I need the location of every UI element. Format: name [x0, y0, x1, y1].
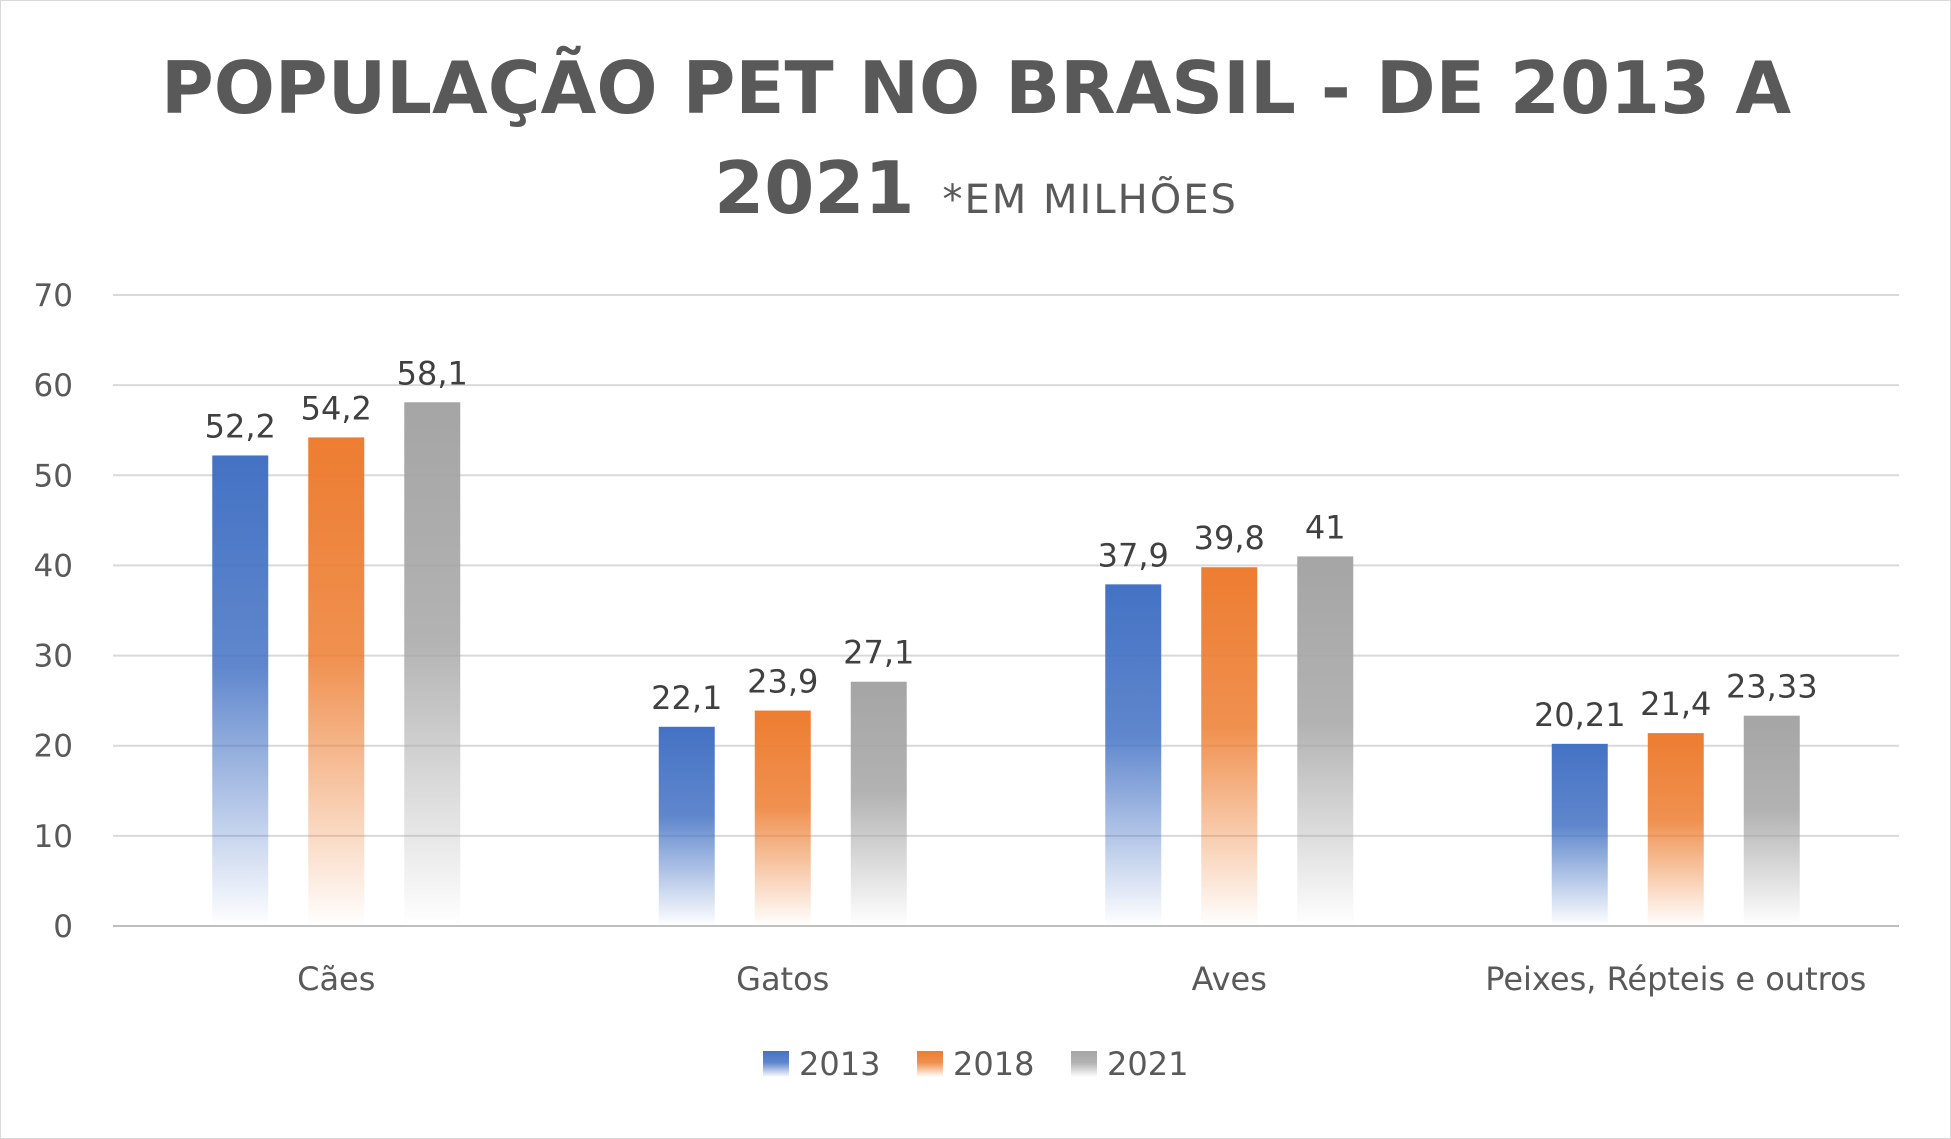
bar-2018: [1201, 567, 1258, 926]
bar-2021: [1297, 556, 1354, 926]
data-labels: 52,2 54,2 58,1 22,1 23,9 27,1 37,9 39,8 41 20,21 2…: [205, 354, 1818, 734]
gridlines: [113, 294, 1899, 927]
legend-label-2013: 2013: [799, 1045, 880, 1083]
chart-title-line2: 2021: [714, 146, 914, 230]
x-category-label: Peixes, Répteis e outros: [1485, 960, 1866, 998]
data-label-2013: 20,21: [1534, 696, 1626, 734]
data-label-2018: 39,8: [1194, 519, 1265, 557]
legend-swatch-2018: [917, 1051, 943, 1077]
y-tick-label: 30: [34, 639, 73, 675]
chart-subtitle: *EM MILHÕES: [943, 175, 1238, 223]
data-label-2018: 54,2: [301, 389, 372, 427]
data-label-2021: 58,1: [397, 354, 468, 392]
bar-2021: [404, 402, 461, 926]
x-category-label: Gatos: [736, 960, 829, 998]
bar-2013: [212, 455, 269, 926]
data-label-2013: 22,1: [651, 679, 722, 717]
bars: [212, 402, 1800, 926]
bar-2013: [1105, 584, 1162, 926]
legend-swatch-2013: [763, 1051, 789, 1077]
y-tick-label: 0: [53, 909, 73, 945]
bar-2013: [1551, 743, 1608, 926]
legend-label-2021: 2021: [1107, 1045, 1188, 1083]
x-category-label: Aves: [1192, 960, 1267, 998]
data-label-2018: 21,4: [1640, 685, 1711, 723]
bar-2013: [658, 726, 715, 926]
y-tick-label: 60: [34, 368, 73, 404]
y-tick-label: 10: [34, 819, 73, 855]
x-axis-categories: Cães Gatos Aves Peixes, Répteis e outros: [297, 960, 1866, 998]
data-label-2013: 52,2: [205, 407, 276, 445]
legend: 2013 2018 2021: [763, 1045, 1188, 1083]
x-category-label: Cães: [297, 960, 375, 998]
legend-label-2018: 2018: [953, 1045, 1034, 1083]
data-label-2021: 41: [1305, 508, 1346, 546]
data-label-2021: 27,1: [843, 634, 914, 672]
bar-2021: [850, 681, 907, 926]
data-label-2018: 23,9: [747, 663, 818, 701]
chart-title-line1: POPULAÇÃO PET NO BRASIL - DE 2013 A: [161, 46, 1791, 130]
data-label-2021: 23,33: [1726, 668, 1818, 706]
bar-2018: [754, 710, 811, 926]
y-tick-label: 40: [34, 548, 73, 584]
bar-2018: [308, 437, 365, 926]
y-tick-label: 50: [34, 458, 73, 494]
bar-2018: [1647, 733, 1704, 926]
legend-swatch-2021: [1071, 1051, 1097, 1077]
y-tick-label: 70: [34, 278, 73, 314]
chart-title-line2-group: 2021 *EM MILHÕES: [714, 146, 1238, 230]
y-tick-label: 20: [34, 729, 73, 765]
data-label-2013: 37,9: [1098, 536, 1169, 574]
bar-2021: [1743, 715, 1800, 926]
y-axis-ticks: 0 10 20 30 40 50 60 70: [34, 278, 73, 945]
